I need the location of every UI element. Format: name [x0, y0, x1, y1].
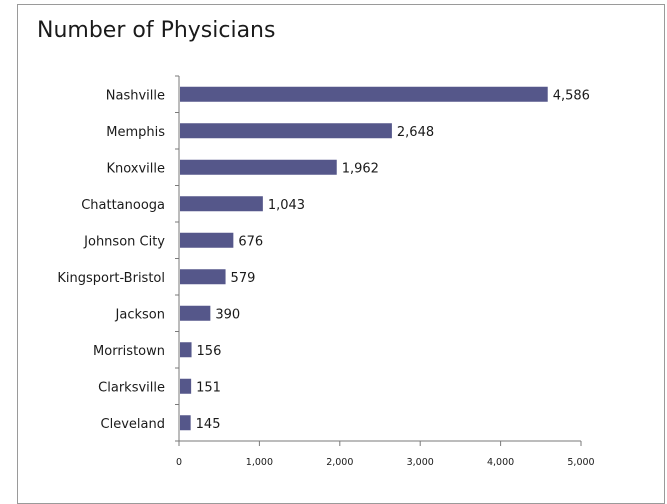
bar: [180, 159, 337, 175]
bar: [180, 305, 211, 321]
bar: [180, 269, 226, 285]
data-label: 151: [196, 380, 221, 395]
data-label: 1,043: [268, 198, 305, 213]
data-label: 2,648: [397, 125, 434, 140]
data-label: 579: [231, 271, 256, 286]
x-tick-label: 2,000: [326, 457, 353, 468]
data-label: 156: [197, 344, 222, 359]
bar: [180, 196, 263, 212]
data-label: 4,586: [553, 88, 590, 103]
category-label: Johnson City: [83, 234, 165, 249]
category-label: Cleveland: [101, 417, 165, 432]
x-tick-label: 0: [176, 457, 182, 468]
category-label: Nashville: [106, 88, 165, 103]
bar: [180, 378, 192, 394]
category-label: Kingsport-Bristol: [57, 271, 165, 286]
bar: [180, 342, 192, 358]
bar: [180, 232, 234, 248]
x-tick-label: 1,000: [246, 457, 273, 468]
data-label: 676: [238, 234, 263, 249]
category-label: Clarksville: [98, 380, 165, 395]
bar: [180, 86, 548, 102]
category-label: Jackson: [115, 307, 165, 322]
data-label: 390: [215, 307, 240, 322]
data-label: 1,962: [342, 161, 379, 176]
bar: [180, 123, 392, 139]
category-label: Morristown: [93, 344, 165, 359]
x-tick-label: 3,000: [407, 457, 434, 468]
data-label: 145: [196, 417, 221, 432]
chart-title: Number of Physicians: [37, 18, 276, 43]
bar: [180, 415, 191, 431]
category-label: Knoxville: [106, 161, 165, 176]
category-label: Memphis: [106, 125, 165, 140]
x-tick-label: 5,000: [567, 457, 594, 468]
category-label: Chattanooga: [81, 198, 165, 213]
x-tick-label: 4,000: [487, 457, 514, 468]
